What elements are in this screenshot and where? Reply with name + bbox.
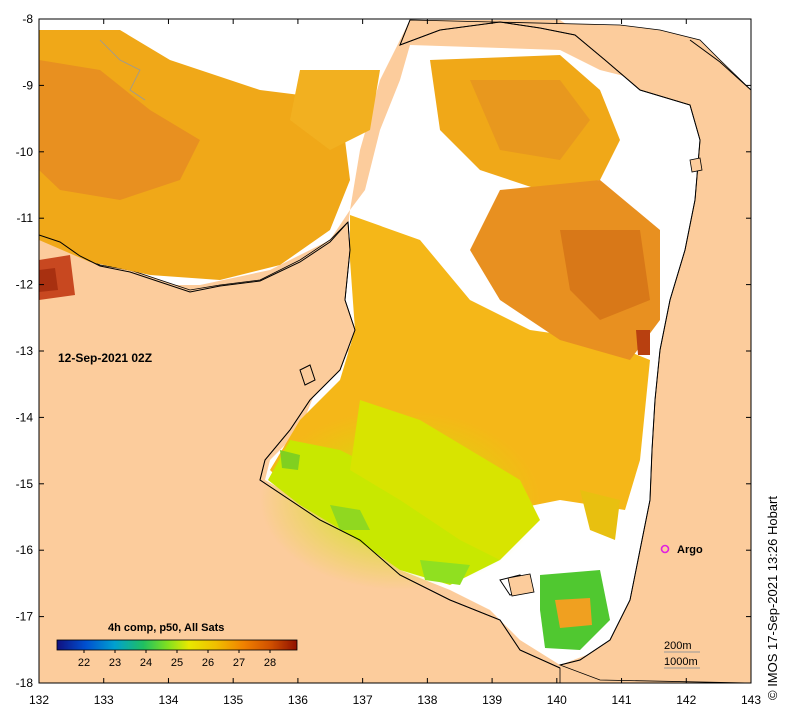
coastline bbox=[39, 19, 751, 669]
x-tick-label: 138 bbox=[417, 693, 437, 707]
colorbar-label: 28 bbox=[264, 657, 276, 669]
y-tick-label: -8 bbox=[22, 12, 33, 26]
x-tick-label: 135 bbox=[223, 693, 243, 707]
x-tick-label: 139 bbox=[482, 693, 502, 707]
x-tick-label: 137 bbox=[353, 693, 373, 707]
colorbar-labels: 22 23 24 25 26 27 28 bbox=[78, 650, 276, 669]
depth-label-200m: 200m bbox=[664, 640, 692, 652]
x-tick-label: 132 bbox=[29, 693, 49, 707]
colorbar-title: 4h comp, p50, All Sats bbox=[108, 622, 224, 634]
argo-label: Argo bbox=[677, 544, 703, 556]
x-tick-label: 134 bbox=[158, 693, 178, 707]
y-tick-label: -9 bbox=[22, 78, 33, 92]
y-tick-label: -10 bbox=[16, 145, 34, 159]
y-tick-label: -16 bbox=[16, 543, 34, 557]
sst-field bbox=[39, 30, 660, 650]
sst-colorbar: 4h comp, p50, All Sats 22 23 24 25 26 27 28 bbox=[56, 622, 298, 669]
islands bbox=[507, 157, 703, 597]
colorbar-label: 26 bbox=[202, 657, 214, 669]
colorbar-ramp bbox=[56, 639, 298, 651]
y-tick-label: -18 bbox=[16, 676, 34, 690]
x-tick-label: 143 bbox=[741, 693, 761, 707]
y-axis: -8 -9 -10 -11 -12 -13 -14 -15 -16 -17 -18 bbox=[16, 12, 751, 690]
depth-contour-legend: 200m 1000m bbox=[664, 640, 700, 669]
y-tick-label: -15 bbox=[16, 477, 34, 491]
x-tick-label: 136 bbox=[288, 693, 308, 707]
depth-label-1000m: 1000m bbox=[664, 656, 698, 668]
timestamp-label: 12-Sep-2021 02Z bbox=[58, 351, 152, 365]
x-tick-label: 140 bbox=[547, 693, 567, 707]
y-tick-label: -13 bbox=[16, 344, 34, 358]
y-tick-label: -11 bbox=[17, 211, 34, 225]
argo-float[interactable]: Argo bbox=[660, 544, 703, 556]
y-tick-label: -12 bbox=[16, 278, 34, 292]
x-tick-label: 141 bbox=[612, 693, 632, 707]
y-tick-label: -14 bbox=[16, 410, 34, 424]
colorbar-label: 24 bbox=[140, 657, 152, 669]
rivers bbox=[99, 39, 146, 101]
y-tick-label: -17 bbox=[16, 610, 34, 624]
x-tick-label: 142 bbox=[676, 693, 696, 707]
x-axis: 132 133 134 135 136 137 138 139 140 141 142 143 bbox=[29, 19, 761, 707]
colorbar-label: 23 bbox=[109, 657, 121, 669]
colorbar-label: 25 bbox=[171, 657, 183, 669]
x-tick-label: 133 bbox=[94, 693, 114, 707]
colorbar-label: 22 bbox=[78, 657, 90, 669]
imos-credit: © IMOS 17-Sep-2021 13:26 Hobart bbox=[765, 496, 780, 700]
colorbar-label: 27 bbox=[233, 657, 245, 669]
argo-marker-icon bbox=[660, 544, 670, 554]
